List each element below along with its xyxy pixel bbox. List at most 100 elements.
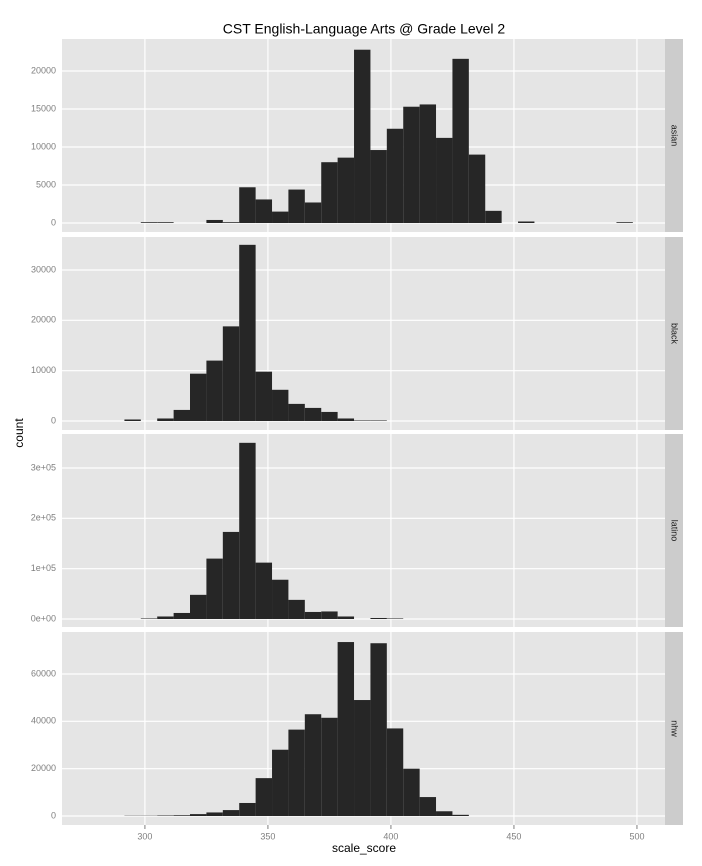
- y-tick-label: 0: [51, 415, 56, 425]
- bar: [354, 700, 371, 816]
- x-tick-label: 400: [383, 831, 398, 841]
- bar: [288, 403, 305, 422]
- bar: [354, 420, 371, 422]
- x-tick-label: 300: [137, 831, 152, 841]
- y-tick-label: 60000: [31, 668, 56, 678]
- bar: [337, 418, 355, 422]
- y-tick-label: 10000: [31, 141, 56, 151]
- bar: [616, 222, 633, 224]
- bar: [288, 729, 305, 816]
- facet-strip: [665, 39, 683, 232]
- bar: [288, 189, 305, 224]
- y-tick-label: 3e+05: [31, 462, 56, 472]
- bar: [190, 373, 207, 422]
- y-axis-label: count: [12, 418, 26, 448]
- bar: [304, 202, 322, 224]
- y-tick-label: 0e+00: [31, 613, 56, 623]
- bar: [386, 618, 404, 620]
- chart-title: CST English-Language Arts @ Grade Level …: [223, 21, 506, 37]
- x-axis-label: scale_score: [332, 841, 396, 855]
- bar: [255, 778, 273, 816]
- y-tick-label: 20000: [31, 315, 56, 325]
- bar: [173, 815, 191, 816]
- bar: [337, 616, 355, 619]
- bar: [272, 389, 289, 422]
- bar: [304, 714, 322, 816]
- bar: [518, 221, 535, 224]
- bar: [321, 717, 338, 816]
- bar: [173, 612, 191, 619]
- y-tick-label: 0: [51, 217, 56, 227]
- bar: [321, 611, 338, 619]
- x-tick-label: 450: [506, 831, 521, 841]
- bar: [321, 162, 338, 224]
- bar: [206, 812, 223, 816]
- bar: [419, 797, 437, 816]
- x-tick-label: 500: [629, 831, 644, 841]
- bar: [468, 154, 486, 224]
- bar: [403, 768, 420, 816]
- y-tick-label: 30000: [31, 264, 56, 274]
- bar: [124, 419, 141, 422]
- y-tick-label: 5000: [36, 179, 56, 189]
- bar: [370, 420, 387, 422]
- bar: [452, 814, 469, 816]
- y-tick-label: 20000: [31, 763, 56, 773]
- facet-strip: [665, 632, 683, 825]
- bar: [239, 187, 256, 224]
- bar: [304, 611, 322, 619]
- bar: [452, 58, 469, 224]
- bar: [173, 409, 191, 422]
- bar: [436, 137, 453, 224]
- bar: [222, 222, 240, 224]
- x-tick-label: 350: [260, 831, 275, 841]
- bar: [386, 728, 404, 816]
- bar: [370, 617, 387, 619]
- bar: [239, 244, 256, 422]
- bar: [403, 106, 420, 224]
- bar: [337, 642, 355, 816]
- bar: [255, 199, 273, 224]
- bar: [157, 418, 174, 422]
- bar: [304, 407, 322, 422]
- bar: [288, 599, 305, 619]
- bar: [190, 594, 207, 619]
- facet-label: black: [670, 323, 680, 345]
- bar: [370, 643, 387, 816]
- facet-label: asian: [670, 125, 680, 147]
- bar: [354, 49, 371, 224]
- panel-background: [62, 237, 665, 430]
- y-tick-label: 15000: [31, 103, 56, 113]
- bar: [206, 219, 223, 224]
- bar: [206, 558, 223, 620]
- bar: [272, 211, 289, 224]
- y-tick-label: 2e+05: [31, 513, 56, 523]
- bar: [206, 360, 223, 422]
- y-tick-label: 20000: [31, 65, 56, 75]
- bar: [157, 222, 174, 224]
- bar: [436, 811, 453, 816]
- y-tick-label: 10000: [31, 365, 56, 375]
- y-tick-label: 0: [51, 810, 56, 820]
- facet-strip: [665, 237, 683, 430]
- facet-strip: [665, 434, 683, 627]
- bar: [485, 210, 502, 224]
- bar: [239, 442, 256, 619]
- bar: [321, 411, 338, 422]
- bar: [272, 579, 289, 619]
- bar: [222, 810, 240, 816]
- facet-label: latino: [670, 520, 680, 542]
- bar: [140, 222, 158, 224]
- panel-background: [62, 434, 665, 627]
- bar: [255, 371, 273, 422]
- bar: [222, 326, 240, 422]
- bar: [222, 531, 240, 619]
- bar: [370, 150, 387, 224]
- y-tick-label: 40000: [31, 716, 56, 726]
- bar: [337, 157, 355, 224]
- bar: [419, 104, 437, 224]
- bar: [272, 749, 289, 816]
- bar: [255, 562, 273, 619]
- y-tick-label: 1e+05: [31, 563, 56, 573]
